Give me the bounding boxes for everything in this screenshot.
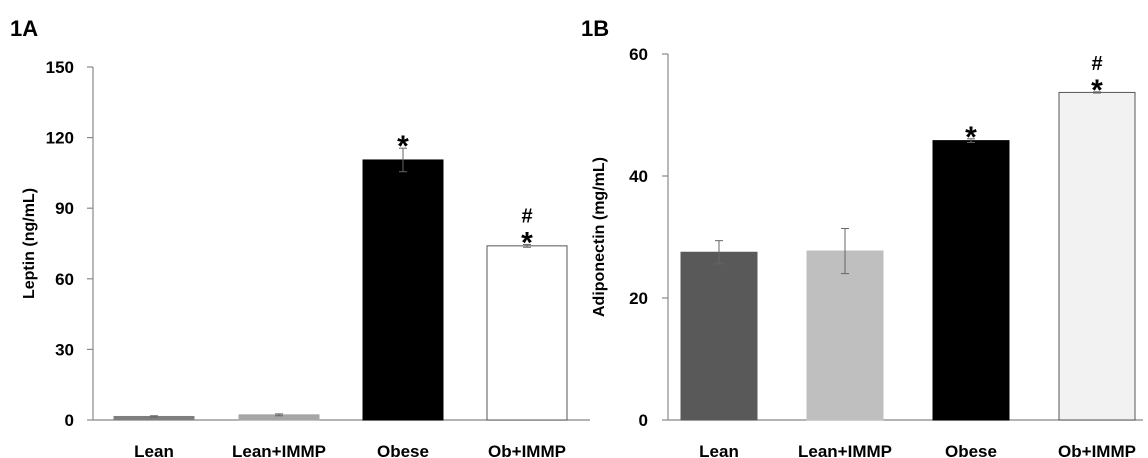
- y-tick-label: 60: [55, 270, 74, 289]
- bar: [362, 159, 444, 421]
- bar: [1058, 91, 1136, 421]
- significance-asterisk: *: [1091, 74, 1103, 107]
- y-tick-label: 40: [629, 167, 648, 186]
- significance-asterisk: *: [521, 226, 533, 259]
- bar: [806, 250, 884, 421]
- significance-asterisk: *: [965, 121, 977, 154]
- category-label: Lean: [699, 442, 739, 458]
- y-tick-label: 150: [46, 58, 74, 77]
- bar: [680, 251, 758, 421]
- y-tick-label: 20: [629, 289, 648, 308]
- significance-hash: #: [1091, 53, 1102, 75]
- y-tick-label: 120: [46, 129, 74, 148]
- significance-hash: #: [521, 205, 532, 227]
- y-tick-label: 30: [55, 340, 74, 359]
- category-label: Lean: [134, 442, 174, 458]
- category-label: Ob+IMMP: [1058, 442, 1136, 458]
- category-label: Ob+IMMP: [488, 442, 566, 458]
- category-label: Lean+IMMP: [232, 442, 326, 458]
- bar: [932, 140, 1010, 421]
- category-label: Obese: [377, 442, 429, 458]
- y-axis-title: Leptin (ng/mL): [21, 188, 38, 299]
- y-axis-title: Adiponectin (mg/mL): [591, 157, 608, 317]
- y-tick-label: 90: [55, 199, 74, 218]
- significance-asterisk: *: [397, 130, 409, 163]
- panel-label: 1B: [581, 16, 609, 41]
- y-tick-label: 0: [65, 411, 74, 430]
- y-tick-label: 0: [639, 411, 648, 430]
- bar: [486, 245, 568, 421]
- category-label: Obese: [945, 442, 997, 458]
- y-tick-label: 60: [629, 45, 648, 64]
- category-label: Lean+IMMP: [798, 442, 892, 458]
- panel-1b: 1B Adiponectin (mg/mL) 0 20 40 60 Lean Lean+IMM…: [581, 16, 1143, 458]
- panel-1a: 1A Leptin (ng/mL) 0 30 60 90 120 150 Lean Lean+IM…: [10, 16, 590, 458]
- panel-label: 1A: [10, 16, 38, 41]
